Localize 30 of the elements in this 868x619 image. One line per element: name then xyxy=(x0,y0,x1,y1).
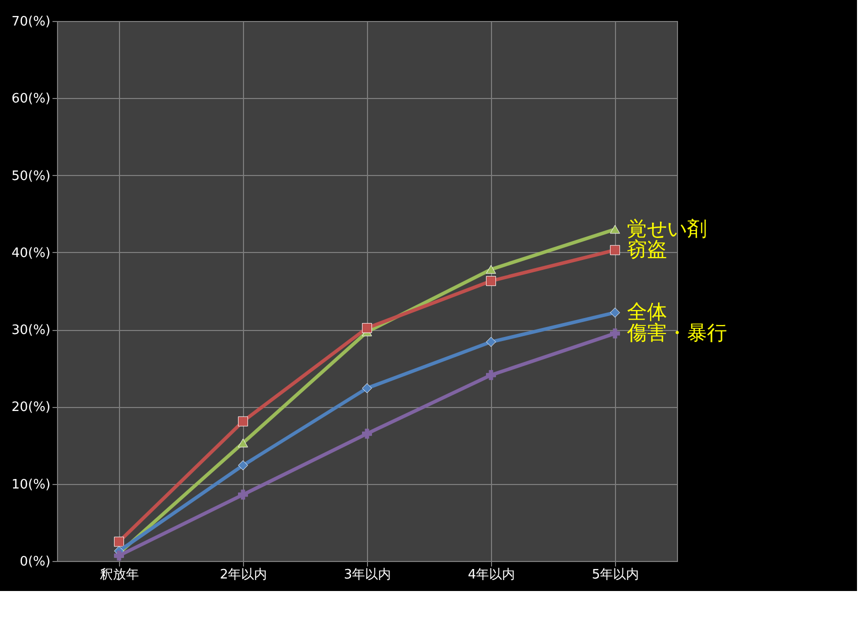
y-tick-label: 70(%) xyxy=(11,14,50,30)
point xyxy=(610,328,620,338)
point xyxy=(114,536,124,547)
point xyxy=(610,308,620,318)
point xyxy=(486,370,496,380)
point xyxy=(238,438,248,448)
x-tick-label: 4年以内 xyxy=(468,568,516,582)
point xyxy=(362,428,372,439)
x-tick-label: 2年以内 xyxy=(220,568,268,582)
point xyxy=(238,460,248,470)
y-tick-label: 40(%) xyxy=(11,246,50,261)
point xyxy=(610,245,620,256)
point xyxy=(238,416,248,426)
point xyxy=(486,276,496,286)
point xyxy=(114,550,124,561)
point xyxy=(486,336,496,347)
y-tick-label: 60(%) xyxy=(11,92,50,107)
x-tick-label: 5年以内 xyxy=(592,568,640,582)
y-tick-label: 10(%) xyxy=(11,477,50,492)
point xyxy=(486,265,496,274)
y-tick-label: 20(%) xyxy=(11,400,50,416)
point xyxy=(238,490,248,500)
point xyxy=(610,224,620,234)
x-tick-label: 3年以内 xyxy=(344,568,392,582)
y-tick-label: 0(%) xyxy=(20,554,50,570)
y-tick-label: 50(%) xyxy=(11,168,50,184)
y-tick-label: 30(%) xyxy=(11,323,50,338)
point xyxy=(362,323,372,334)
x-tick-label: 釈放年 xyxy=(100,568,139,582)
point xyxy=(362,383,372,394)
